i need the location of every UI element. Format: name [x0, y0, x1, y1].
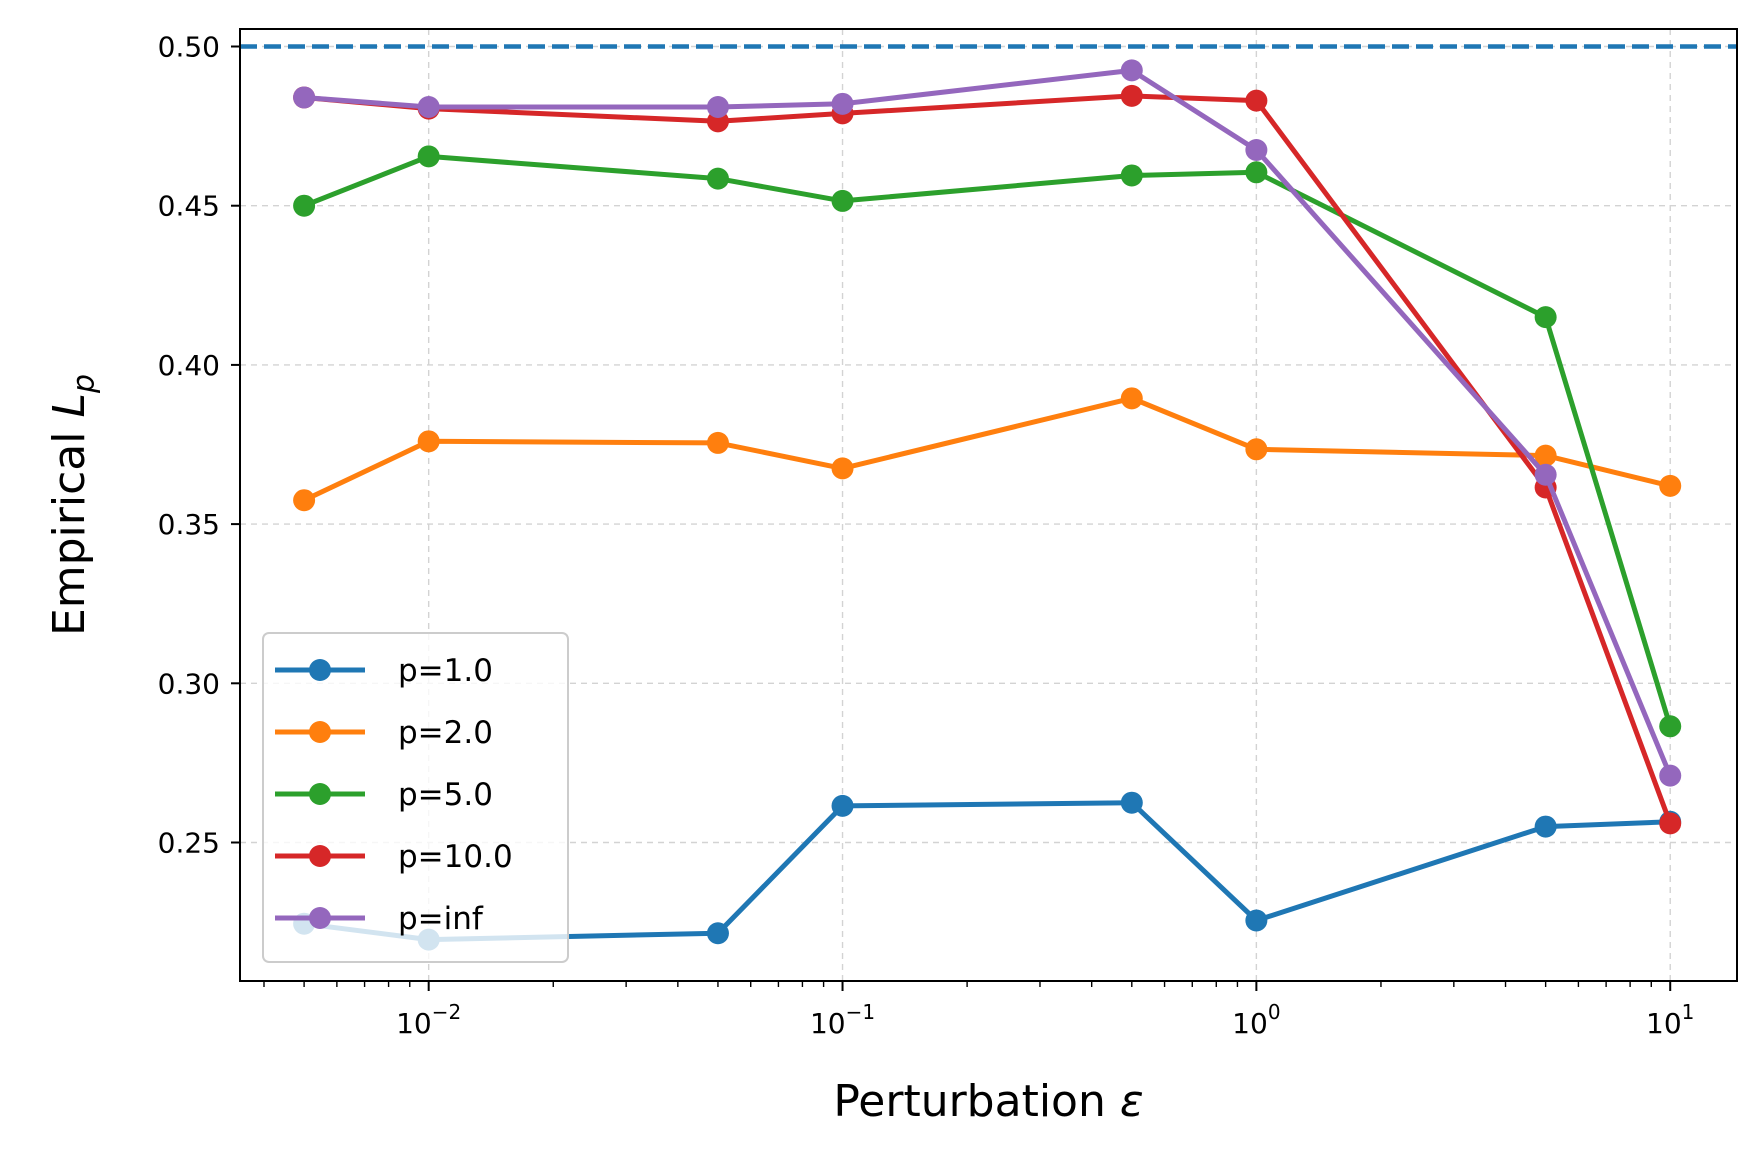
data-point — [831, 189, 854, 212]
y-tick-label: 0.30 — [158, 667, 220, 700]
data-point — [1659, 812, 1682, 835]
legend-label: p=5.0 — [398, 777, 493, 813]
legend-item-p=10.0: p=10.0 — [275, 839, 513, 875]
x-tick-exponent: 1 — [1682, 1000, 1695, 1024]
series-p=2.0 — [293, 387, 1682, 512]
x-tick-label: 101 — [1646, 1000, 1694, 1040]
legend-marker — [309, 783, 331, 805]
legend-marker — [309, 659, 331, 681]
legend-item-p=5.0: p=5.0 — [275, 777, 493, 813]
series-line — [301, 153, 1673, 729]
y-tick-label: 0.40 — [158, 349, 220, 382]
x-tick-base: 10 — [810, 1007, 846, 1040]
data-point — [1245, 161, 1268, 184]
data-point — [1245, 89, 1268, 112]
y-tick-label: 0.50 — [158, 31, 220, 64]
data-point — [1245, 138, 1268, 161]
data-point — [1120, 791, 1143, 814]
legend-label: p=2.0 — [398, 715, 493, 751]
data-point — [831, 794, 854, 817]
data-point — [293, 194, 316, 217]
y-axis-title: Empirical Lp — [44, 374, 102, 636]
data-point — [417, 430, 440, 453]
data-point — [293, 86, 316, 109]
data-point — [831, 457, 854, 480]
data-point — [706, 922, 729, 945]
data-point — [1120, 387, 1143, 410]
legend-item-p=inf: p=inf — [275, 901, 484, 937]
x-tick-base: 10 — [396, 1007, 432, 1040]
legend-label: p=10.0 — [398, 839, 513, 875]
legend-label: p=1.0 — [398, 653, 493, 689]
legend-marker — [309, 907, 331, 929]
y-tick-label: 0.35 — [158, 508, 220, 541]
series-p=inf — [293, 59, 1682, 787]
data-point — [1659, 764, 1682, 787]
data-point — [417, 96, 440, 119]
data-point — [1659, 715, 1682, 738]
series-group — [293, 59, 1682, 951]
x-tick-exponent: 0 — [1268, 1000, 1281, 1024]
data-point — [1245, 909, 1268, 932]
legend-marker — [309, 721, 331, 743]
x-tick-exponent: −1 — [846, 1000, 875, 1024]
data-point — [706, 96, 729, 119]
data-point — [293, 489, 316, 512]
x-axis-title: Perturbation ε — [833, 1076, 1143, 1127]
legend-box — [262, 632, 569, 963]
data-point — [831, 92, 854, 115]
data-point — [1245, 438, 1268, 461]
data-point — [1534, 815, 1557, 838]
series-p=5.0 — [293, 145, 1682, 738]
plot-area-frame — [239, 28, 1738, 982]
x-tick-label: 10−1 — [810, 1000, 875, 1040]
data-point — [1120, 59, 1143, 82]
data-point — [1534, 306, 1557, 329]
data-point — [417, 145, 440, 168]
data-point — [1120, 164, 1143, 187]
data-point — [1534, 463, 1557, 486]
legend-label: p=inf — [398, 901, 484, 937]
legend: p=1.0 p=2.0 p=5.0 p=10.0 p=inf — [262, 632, 569, 963]
series-line — [301, 395, 1673, 503]
data-point — [1659, 474, 1682, 497]
series-line — [301, 67, 1673, 779]
data-point — [1120, 84, 1143, 107]
legend-marker — [309, 845, 331, 867]
x-tick-base: 10 — [1232, 1007, 1268, 1040]
x-tick-base: 10 — [1646, 1007, 1682, 1040]
legend-item-p=2.0: p=2.0 — [275, 715, 493, 751]
y-tick-label: 0.45 — [158, 190, 220, 223]
data-point — [706, 167, 729, 190]
x-tick-exponent: −2 — [432, 1000, 461, 1024]
data-point — [1534, 444, 1557, 467]
x-tick-label: 10−2 — [396, 1000, 461, 1040]
data-point — [706, 431, 729, 454]
x-tick-label: 100 — [1232, 1000, 1280, 1040]
y-tick-label: 0.25 — [158, 826, 220, 859]
legend-item-p=1.0: p=1.0 — [275, 653, 493, 689]
